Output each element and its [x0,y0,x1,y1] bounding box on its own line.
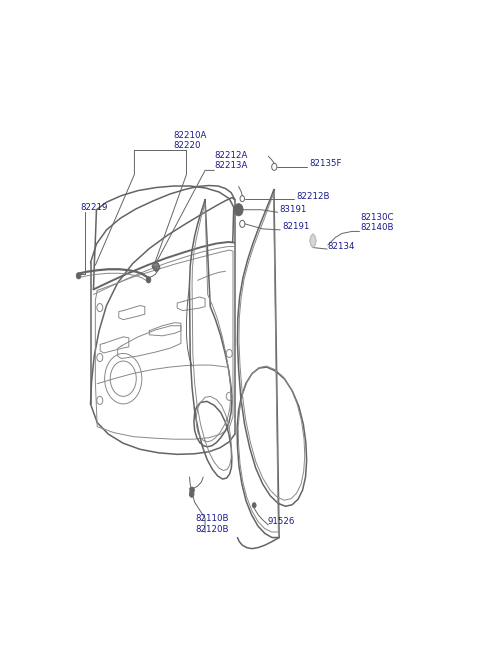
Text: 82212B: 82212B [297,192,330,201]
Text: 82134: 82134 [328,242,355,251]
Text: 82212A
82213A: 82212A 82213A [215,151,248,170]
Text: 83191: 83191 [279,205,307,214]
Text: 82210A
82220: 82210A 82220 [173,131,207,150]
Text: 82191: 82191 [282,223,310,231]
Circle shape [146,277,151,283]
Circle shape [190,491,194,497]
Circle shape [76,272,81,279]
Text: 82110B
82120B: 82110B 82120B [196,514,229,534]
Polygon shape [152,262,160,271]
Circle shape [252,503,256,508]
Text: 82135F: 82135F [309,159,342,168]
Text: 91526: 91526 [267,517,295,527]
Text: 82219: 82219 [81,203,108,212]
Circle shape [190,487,194,493]
Text: 82130C
82140B: 82130C 82140B [360,212,394,232]
Circle shape [234,204,243,215]
Polygon shape [310,234,316,248]
